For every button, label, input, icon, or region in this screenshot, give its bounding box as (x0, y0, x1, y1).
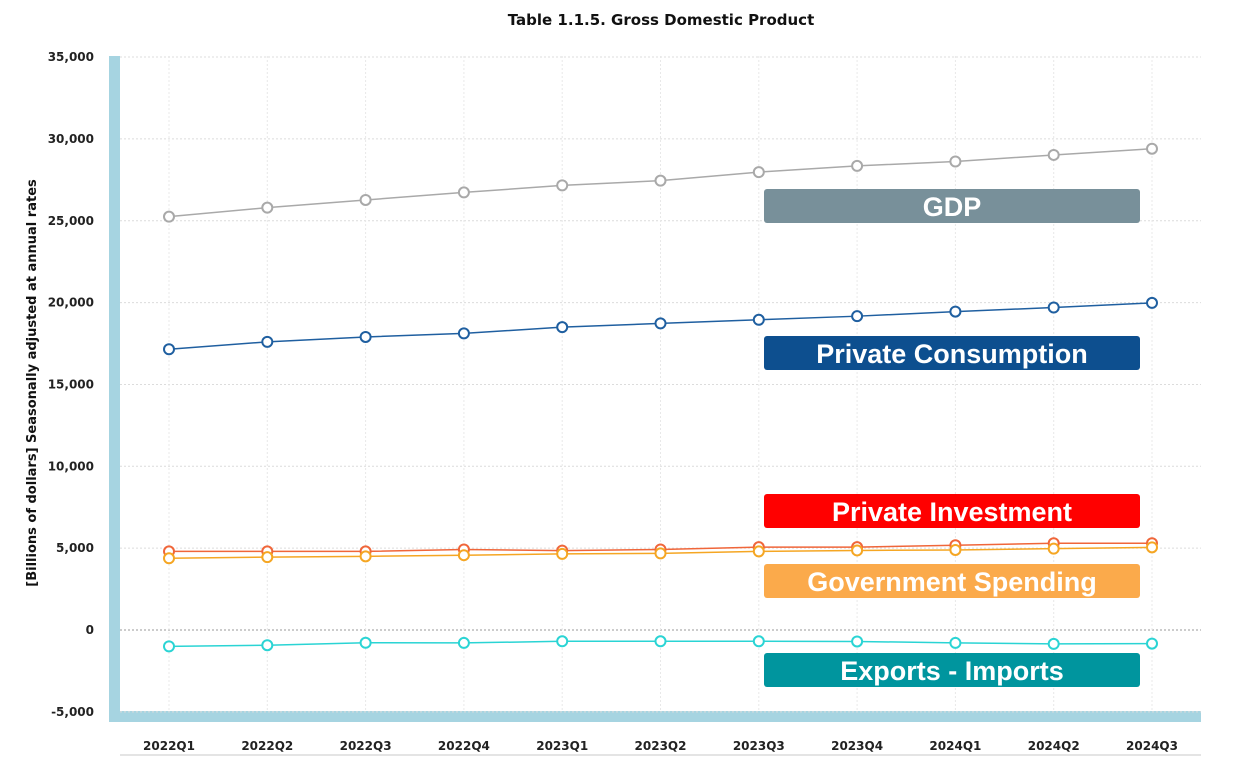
x-tick-label: 2024Q1 (929, 739, 981, 753)
data-point (163, 343, 175, 356)
chart-title: Table 1.1.5. Gross Domestic Product (508, 11, 815, 29)
x-tick-label: 2022Q2 (241, 739, 293, 753)
data-point (556, 547, 569, 560)
data-point (163, 640, 175, 653)
legend-badge-label: GDP (923, 192, 982, 222)
data-point (851, 159, 864, 172)
legend-badge-label: Exports - Imports (840, 656, 1064, 686)
data-point (851, 310, 864, 323)
data-point (457, 636, 470, 649)
x-tick-labels: 2022Q1 2022Q2 2022Q3 2022Q4 2023Q1 2023Q2 2023… (143, 739, 1178, 753)
data-point (163, 552, 175, 565)
data-point (1047, 542, 1060, 555)
data-point (949, 155, 962, 168)
legend-badges: GDP Private Consumption Private Investment… (764, 189, 1140, 687)
data-point (752, 166, 765, 179)
data-point (752, 545, 765, 558)
data-point (851, 544, 864, 557)
data-point (457, 186, 470, 199)
series-group (163, 142, 1158, 653)
y-tick-label: 30,000 (48, 132, 94, 146)
plot-left-frame (109, 56, 120, 722)
y-tick-label: 20,000 (48, 296, 94, 310)
y-tick-label: 25,000 (48, 214, 94, 228)
legend-badge: Private Consumption (764, 336, 1140, 370)
legend-badge-bg (764, 653, 1140, 687)
legend-badge: Government Spending (764, 564, 1140, 598)
data-point (949, 305, 962, 318)
legend-badge: Exports - Imports (764, 653, 1140, 687)
legend-badge: Private Investment (764, 494, 1140, 528)
data-point (1146, 142, 1158, 155)
data-point (359, 330, 372, 343)
data-point (1146, 296, 1158, 309)
y-tick-labels: -5,000 0 5,000 10,000 15,000 20,000 25,000 30,0… (48, 50, 94, 719)
data-point (261, 639, 274, 652)
data-point (261, 335, 274, 348)
x-tick-label: 2024Q3 (1126, 739, 1178, 753)
data-point (1047, 148, 1060, 161)
x-tick-label: 2023Q1 (536, 739, 588, 753)
y-axis-label: [Billions of dollars] Seasonally adjuste… (25, 179, 40, 587)
data-point (261, 201, 274, 214)
y-tick-label: 10,000 (48, 459, 94, 473)
x-tick-label: 2022Q3 (340, 739, 392, 753)
y-tick-label: -5,000 (51, 705, 94, 719)
data-point (359, 193, 372, 206)
y-tick-label: 35,000 (48, 50, 94, 64)
data-point (654, 635, 667, 648)
y-tick-label: 15,000 (48, 377, 94, 391)
x-tick-label: 2023Q3 (733, 739, 785, 753)
data-point (1047, 301, 1060, 314)
data-point (1146, 541, 1158, 554)
legend-badge: GDP (764, 189, 1140, 223)
data-point (556, 179, 569, 192)
x-tick-label: 2024Q2 (1028, 739, 1080, 753)
data-point (556, 635, 569, 648)
data-point (1047, 637, 1060, 650)
series-exports-imports (163, 635, 1158, 653)
legend-badge-bg (764, 494, 1140, 528)
legend-badge-label: Government Spending (807, 567, 1097, 597)
data-point (752, 635, 765, 648)
x-tick-label: 2023Q4 (831, 739, 883, 753)
data-point (359, 636, 372, 649)
data-point (163, 210, 175, 223)
grid-lines (120, 56, 1201, 713)
plot-bottom-frame (120, 711, 1201, 722)
legend-badge-label: Private Consumption (816, 339, 1088, 369)
y-tick-label: 5,000 (56, 541, 94, 555)
y-tick-label: 0 (86, 623, 94, 637)
data-point (556, 321, 569, 334)
data-point (654, 174, 667, 187)
data-point (261, 551, 274, 564)
x-tick-label: 2022Q1 (143, 739, 195, 753)
x-tick-label: 2022Q4 (438, 739, 490, 753)
series-gdp (163, 142, 1158, 223)
legend-badge-label: Private Investment (832, 497, 1072, 527)
data-point (359, 550, 372, 563)
data-point (654, 317, 667, 330)
series-government-spending (163, 541, 1158, 565)
data-point (752, 313, 765, 326)
legend-badge-bg (764, 189, 1140, 223)
data-point (1146, 637, 1158, 650)
data-point (949, 543, 962, 556)
data-point (949, 636, 962, 649)
data-point (851, 635, 864, 648)
data-point (457, 327, 470, 340)
data-point (654, 547, 667, 560)
series-private-consumption (163, 296, 1158, 356)
data-point (457, 549, 470, 562)
legend-badge-bg (764, 336, 1140, 370)
x-tick-label: 2023Q2 (635, 739, 687, 753)
legend-badge-bg (764, 564, 1140, 598)
